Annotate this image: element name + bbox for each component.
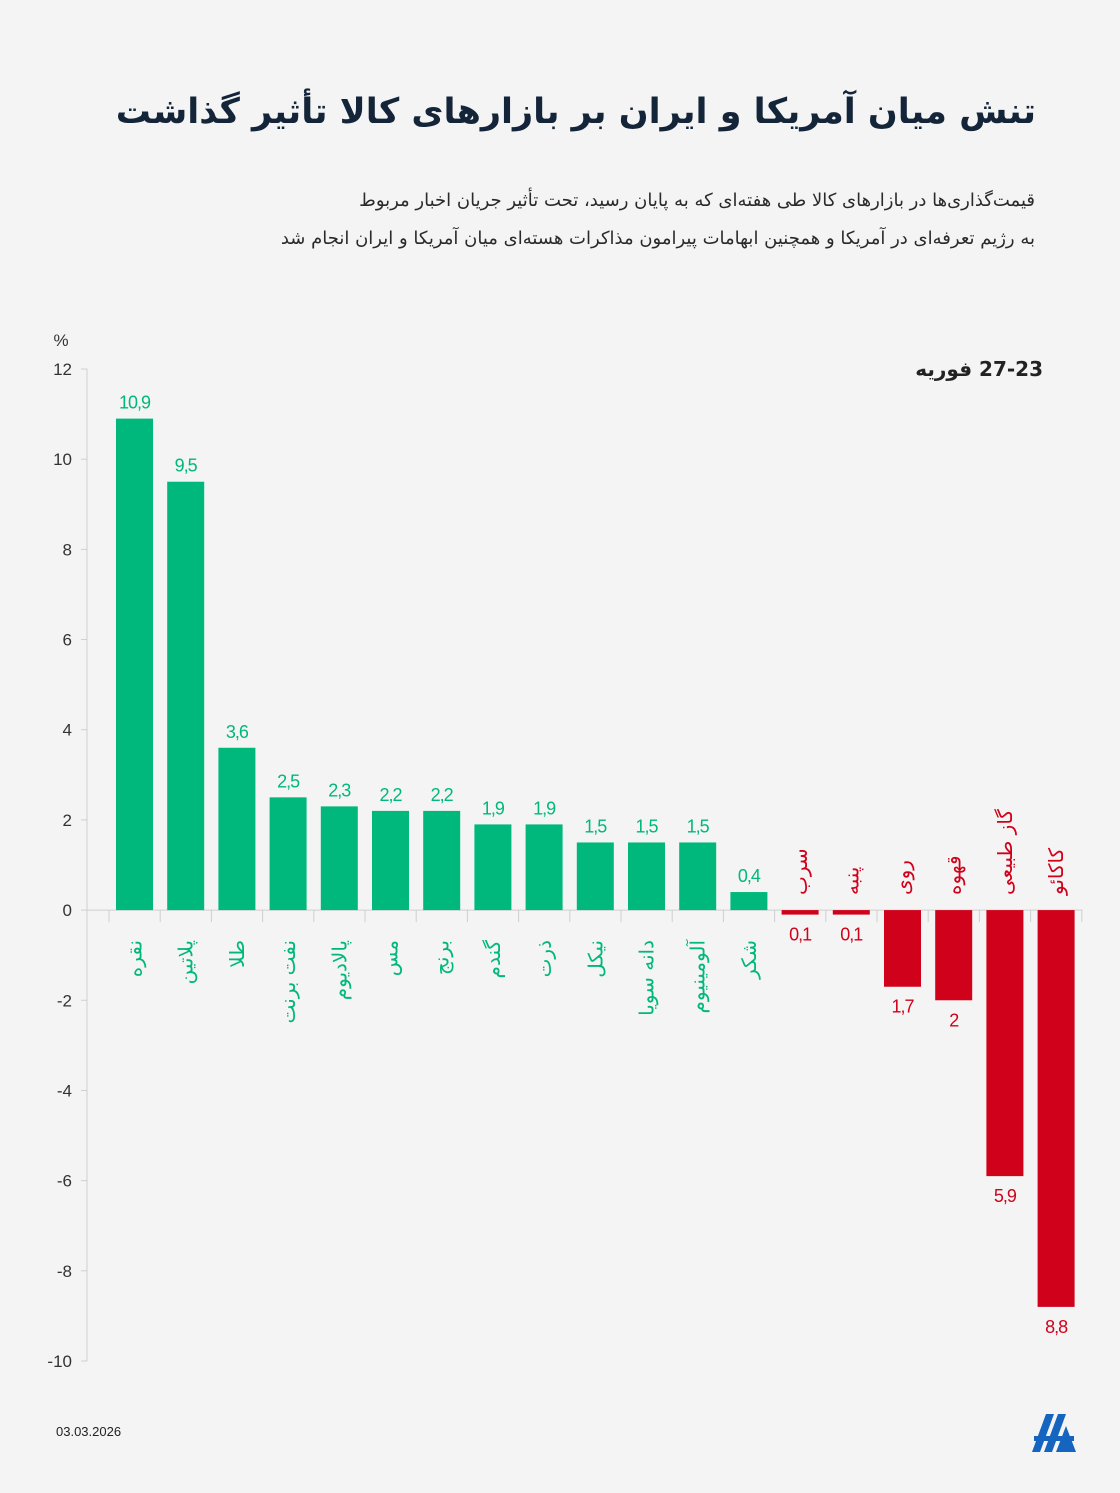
category-label: گندم xyxy=(481,940,505,979)
value-label: 1,7 xyxy=(891,997,914,1017)
category-label: نفت برنت xyxy=(276,940,300,1024)
category-label: روی xyxy=(891,860,915,895)
y-tick-label: 8 xyxy=(63,540,72,559)
bar-9 xyxy=(525,824,563,911)
aa-logo xyxy=(1032,1414,1076,1452)
value-label: 0,4 xyxy=(738,866,761,886)
category-label: دانه سویا xyxy=(635,940,659,1016)
category-label: قهوه xyxy=(942,855,966,895)
y-tick-label: -6 xyxy=(57,1172,72,1191)
y-tick-label: -4 xyxy=(57,1081,72,1100)
bar-2 xyxy=(167,481,205,911)
value-label: 9,5 xyxy=(175,456,198,476)
chart-title: تنش میان آمریکا و ایران بر بازارهای کالا… xyxy=(115,92,1036,132)
y-tick-label: 0 xyxy=(63,901,72,920)
bar-11 xyxy=(628,842,665,911)
category-label: نقره xyxy=(123,940,147,977)
category-label: پلاتین xyxy=(174,940,199,984)
bar-1 xyxy=(116,418,153,911)
bar-3 xyxy=(218,747,256,911)
y-tick-label: 4 xyxy=(63,721,72,740)
value-label: 3,6 xyxy=(226,722,249,742)
value-label: 2,3 xyxy=(328,780,351,800)
bar-10 xyxy=(576,842,614,911)
category-label: مس xyxy=(379,940,403,976)
value-label: 2,2 xyxy=(431,785,454,805)
category-label: آلومینیوم xyxy=(685,939,710,1014)
bar-5 xyxy=(320,806,358,911)
bar-19 xyxy=(1037,910,1075,1307)
bar-13 xyxy=(730,892,768,911)
bar-16 xyxy=(884,910,921,987)
y-axis-unit: % xyxy=(53,331,68,350)
bar-4 xyxy=(269,797,307,911)
category-label: گاز طبیعی xyxy=(993,809,1017,895)
y-tick-label: 2 xyxy=(63,811,72,830)
value-label: 1,5 xyxy=(584,816,607,836)
bar-17 xyxy=(935,910,973,1001)
bar-7 xyxy=(423,810,461,911)
value-label: 1,9 xyxy=(533,798,556,818)
category-label: سرب xyxy=(788,848,812,895)
category-label: برنج xyxy=(430,940,454,975)
bar-6 xyxy=(372,810,409,911)
value-label: 2 xyxy=(949,1010,959,1030)
value-label: 1,5 xyxy=(687,816,710,836)
category-label: ذرت xyxy=(532,940,556,977)
subtitle-line-2: به رژیم تعرفه‌ای در آمریکا و همچنین ابها… xyxy=(280,228,1035,249)
value-label: 8,8 xyxy=(1045,1317,1068,1337)
y-tick-label: 10 xyxy=(53,450,72,469)
value-label: 0,1 xyxy=(789,925,812,945)
period-label: 27-23 فوریه xyxy=(915,357,1043,381)
value-label: 0,1 xyxy=(840,925,863,945)
bar-18 xyxy=(986,910,1024,1177)
category-label: کاکائو xyxy=(1044,847,1068,896)
bar-14 xyxy=(781,910,819,915)
value-label: 1,9 xyxy=(482,798,505,818)
value-label: 2,2 xyxy=(379,785,402,805)
subtitle-line-1: قیمت‌گذاری‌ها در بازارهای کالا طی هفته‌ا… xyxy=(359,190,1035,211)
y-tick-label: -10 xyxy=(47,1352,72,1371)
bar-15 xyxy=(832,910,870,915)
bar-12 xyxy=(679,842,717,911)
y-tick-label: 12 xyxy=(53,360,72,379)
value-label: 1,5 xyxy=(635,816,658,836)
category-label: پنبه xyxy=(839,867,864,895)
category-label: طلا xyxy=(225,940,249,968)
value-label: 2,5 xyxy=(277,771,300,791)
category-label: پالادیوم xyxy=(327,940,352,1000)
value-label: 10,9 xyxy=(119,393,151,413)
y-tick-label: -8 xyxy=(57,1262,72,1281)
publish-date: 03.03.2026 xyxy=(56,1424,122,1439)
y-tick-label: -2 xyxy=(57,991,72,1010)
value-label: 5,9 xyxy=(994,1186,1017,1206)
category-label: نیکل xyxy=(583,940,607,978)
category-label: شکر xyxy=(737,940,761,980)
y-tick-label: 6 xyxy=(63,631,72,650)
bar-8 xyxy=(474,824,512,911)
